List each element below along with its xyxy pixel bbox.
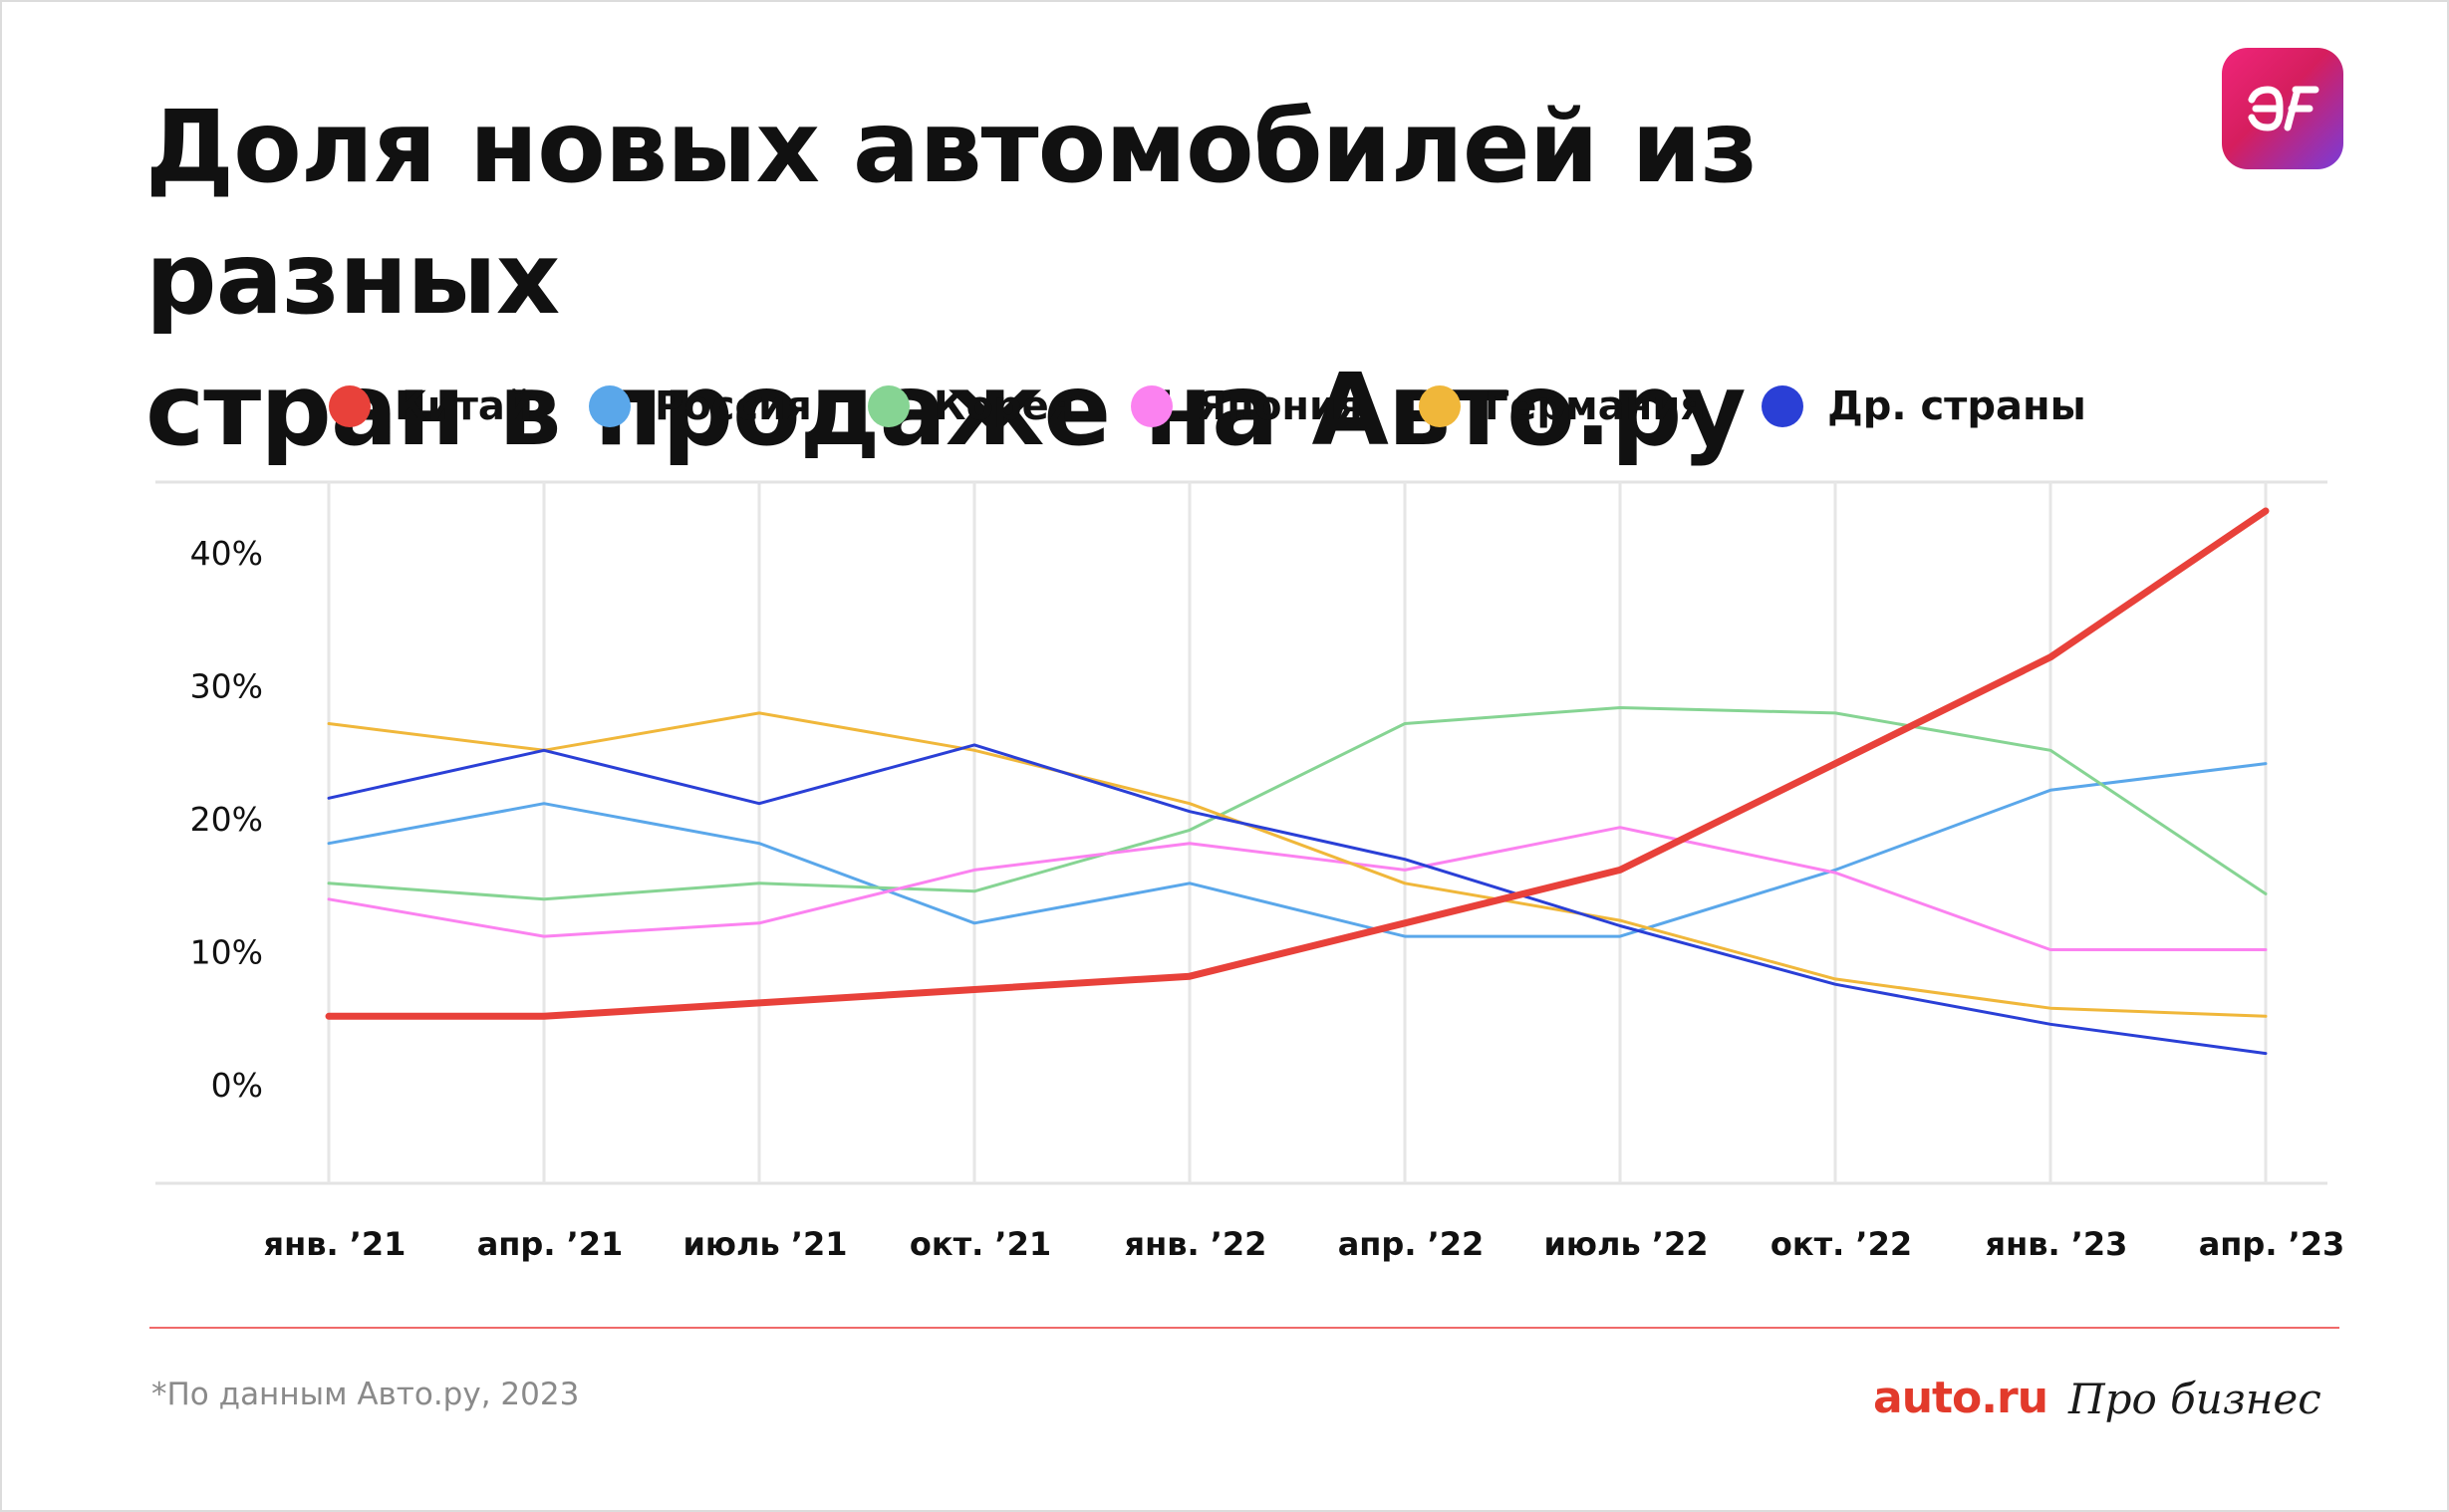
chart-series	[325, 507, 2270, 1056]
y-tick-label-1: 10%	[190, 933, 263, 972]
legend-item-1: Россия	[588, 383, 812, 429]
x-tick-label-9: апр. ’23	[2199, 1225, 2345, 1263]
chart-grid	[155, 480, 2327, 1185]
x-tick-label-2: июль ’21	[682, 1225, 847, 1263]
x-tick-label-1: апр. ’21	[477, 1225, 624, 1263]
legend-swatch-3	[1130, 385, 1173, 427]
legend-item-2: Корея	[867, 383, 1075, 429]
series-line-5	[327, 743, 2268, 1056]
legend-label-1: Россия	[654, 383, 812, 429]
y-tick-label-3: 30%	[190, 667, 263, 706]
x-tick-label-0: янв. ’21	[264, 1225, 407, 1263]
x-tick-label-8: янв. ’23	[1986, 1225, 2128, 1263]
line-chart: 0% 10% 20% 30% 40% янв. ’21 апр. ’21 июль ’21 о…	[155, 480, 2345, 1263]
footer-divider	[149, 1327, 2339, 1329]
legend-swatch-5	[1762, 385, 1804, 427]
legend-swatch-0	[329, 385, 371, 427]
chart-title-line-1: Доля новых автомобилей из разных	[145, 89, 1759, 337]
series-line-0	[325, 507, 2270, 1020]
legend-label-5: Др. страны	[1827, 383, 2086, 429]
y-tick-label-4: 40%	[190, 534, 263, 573]
aif-logo-glyph	[2248, 86, 2319, 131]
x-axis-ticks: янв. ’21 апр. ’21 июль ’21 окт. ’21 янв. ’22…	[264, 1225, 2345, 1263]
legend-swatch-2	[867, 385, 910, 427]
legend-item-3: Япония	[1130, 383, 1363, 429]
aif-logo-icon	[2222, 48, 2343, 169]
y-tick-label-2: 20%	[190, 800, 263, 839]
legend-label-2: Корея	[933, 383, 1075, 429]
legend-label-3: Япония	[1196, 383, 1363, 429]
x-tick-label-4: янв. ’22	[1125, 1225, 1267, 1263]
series-line-4	[327, 711, 2268, 1018]
legend-item-5: Др. страны	[1762, 383, 2086, 429]
series-line-2	[327, 706, 2268, 901]
y-axis-ticks: 0% 10% 20% 30% 40%	[190, 534, 263, 1105]
source-footnote: *По данным Авто.ру, 2023	[151, 1377, 580, 1412]
legend-item-0: Китай	[329, 383, 533, 429]
chart-title: Доля новых автомобилей из разных стран в…	[145, 82, 2138, 476]
series-line-3	[327, 826, 2268, 951]
pro-biznes-brand: Про бизнес	[2068, 1375, 2321, 1423]
x-tick-label-5: апр. ’22	[1338, 1225, 1485, 1263]
legend-label-4: Германия	[1484, 383, 1707, 429]
x-tick-label-6: июль ’22	[1543, 1225, 1708, 1263]
chart-legend: Китай Россия Корея Япония Германия Др. страны	[329, 377, 2142, 436]
x-tick-label-7: окт. ’22	[1770, 1225, 1912, 1263]
legend-swatch-4	[1418, 385, 1461, 427]
auto-ru-brand: auto.ru	[1873, 1373, 2048, 1423]
series-line-1	[327, 762, 2268, 938]
chart-title-line-2: стран в продаже на Авто.ру	[145, 352, 1747, 468]
y-tick-label-0: 0%	[211, 1066, 263, 1105]
legend-swatch-1	[588, 385, 631, 427]
legend-label-0: Китай	[395, 383, 533, 429]
legend-item-4: Германия	[1418, 383, 1707, 429]
x-tick-label-3: окт. ’21	[910, 1225, 1051, 1263]
